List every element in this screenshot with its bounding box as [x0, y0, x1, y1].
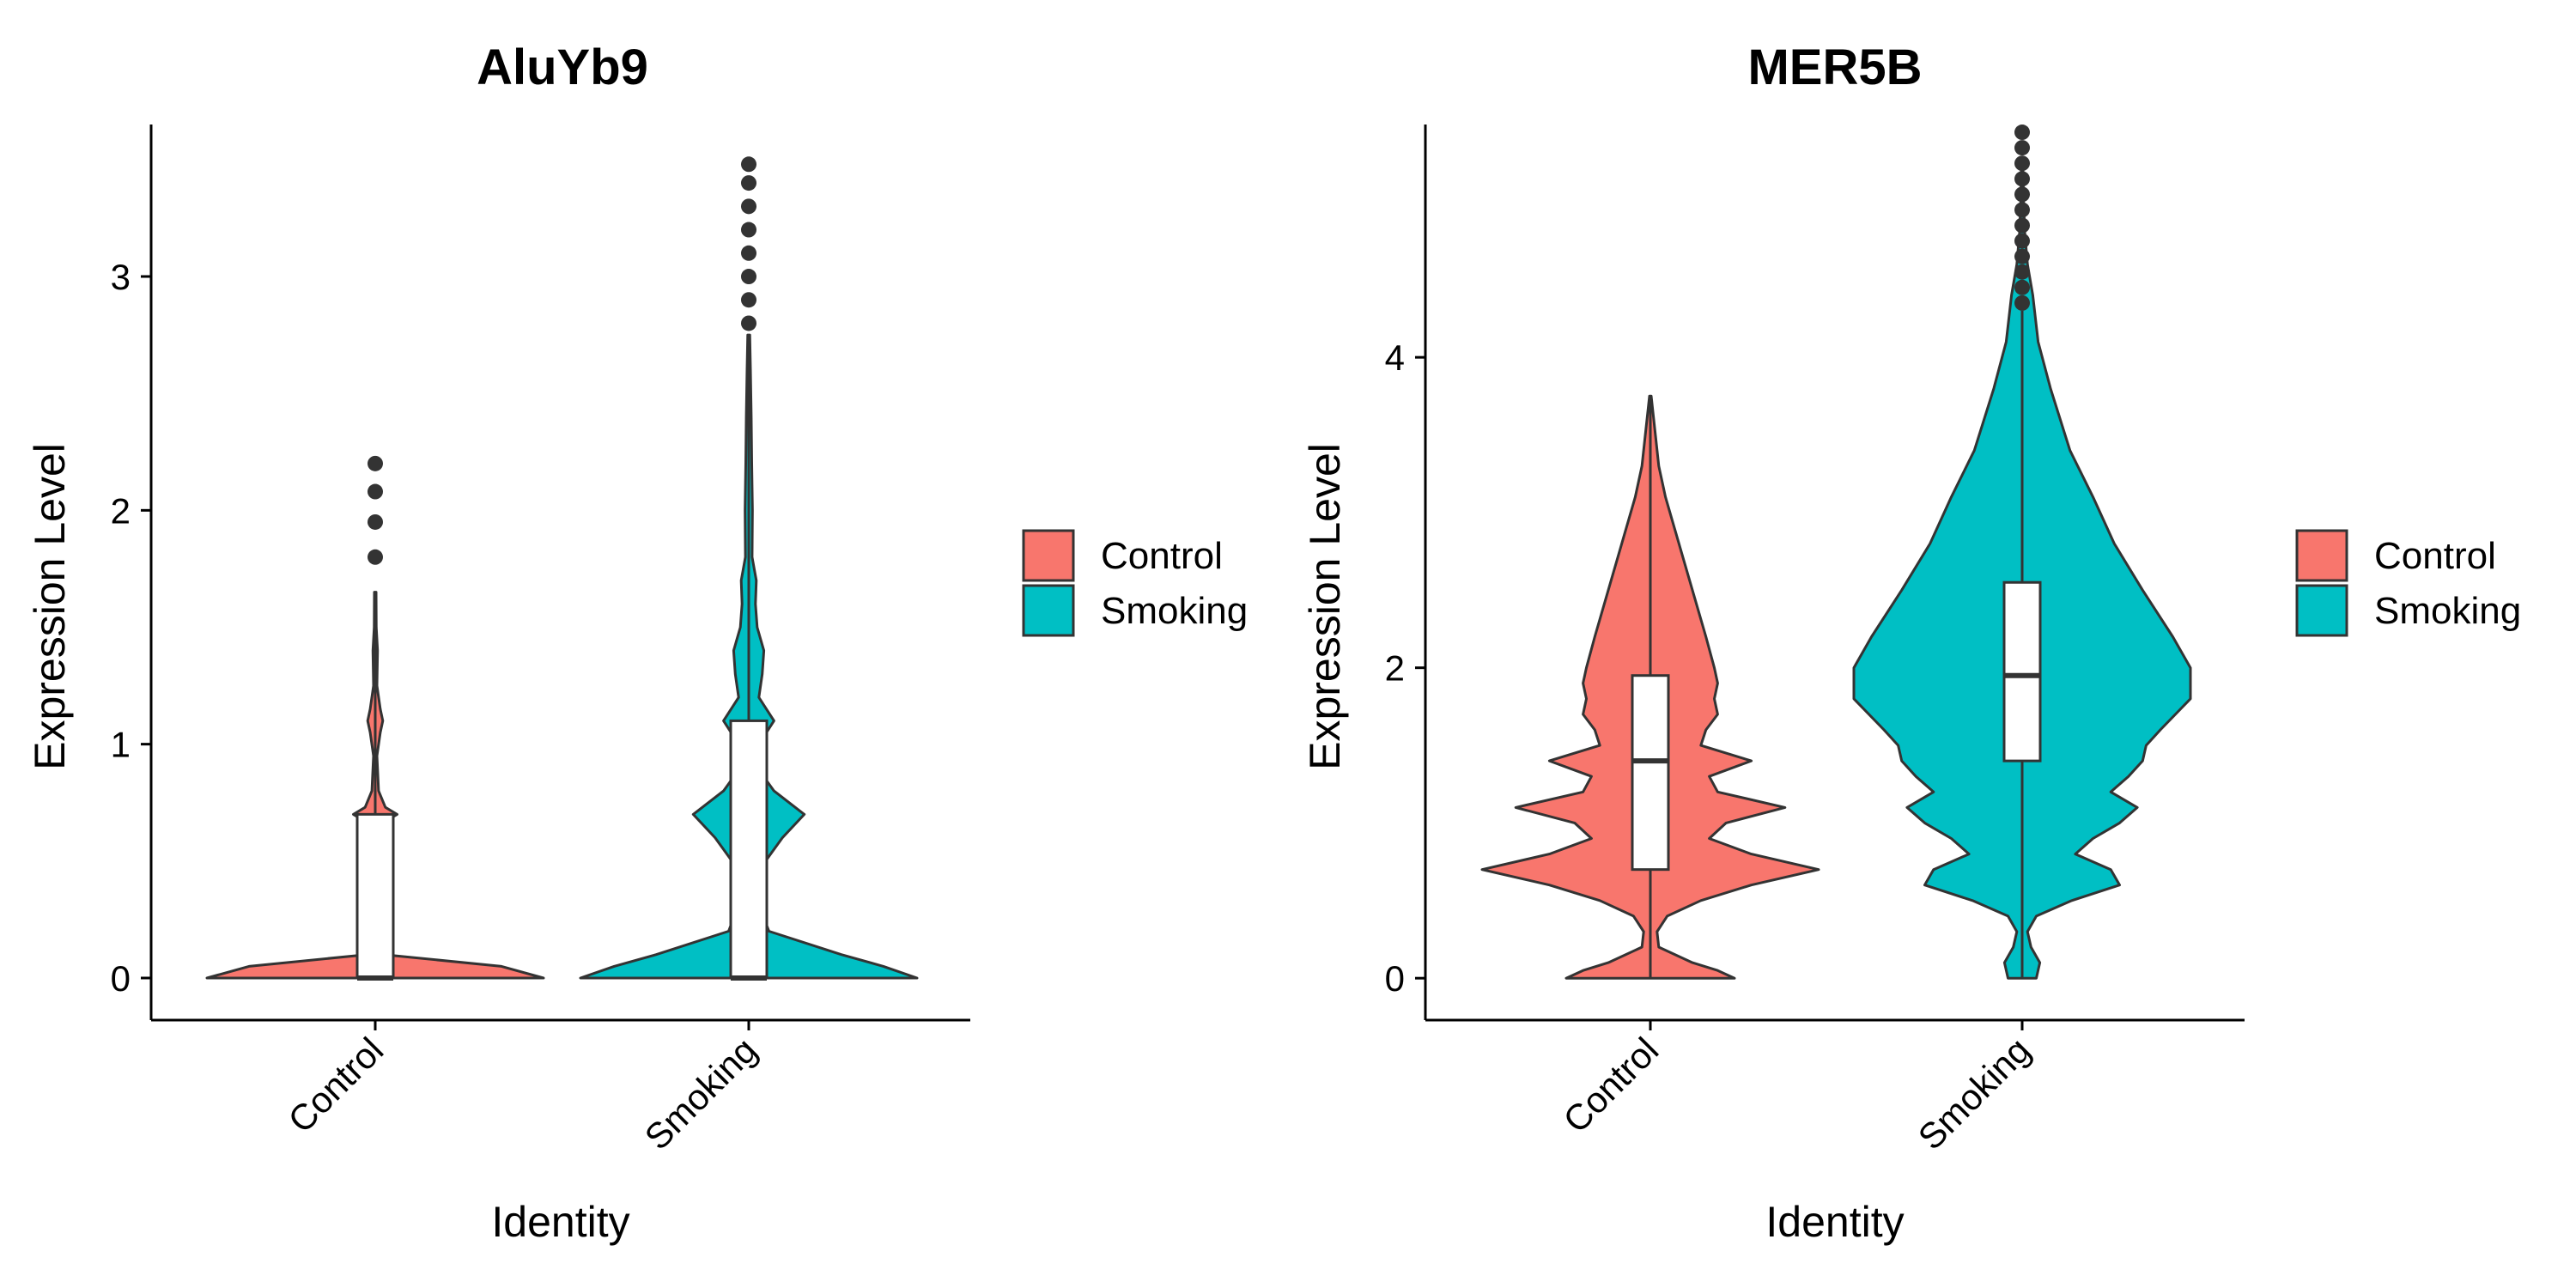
outlier-point [2014, 279, 2030, 295]
legend-label-control: Control [2374, 535, 2496, 577]
outlier-point [368, 549, 383, 565]
outlier-point [2014, 171, 2030, 187]
y-axis-label: Expression Level [26, 443, 74, 770]
box-control [1631, 674, 1670, 872]
x-tick-label-control: Control [1555, 1030, 1666, 1140]
outlier-point [2014, 202, 2030, 218]
outlier-point [741, 175, 756, 191]
chart-title: AluYb9 [477, 39, 648, 95]
outlier-point [2014, 233, 2030, 249]
legend-label-smoking: Smoking [1101, 590, 1248, 632]
legend-key-control [2295, 529, 2348, 582]
y-tick-label: 4 [1385, 337, 1405, 378]
y-tick-label: 0 [111, 958, 131, 999]
legend-label-smoking: Smoking [2374, 590, 2521, 632]
x-tick-label-smoking: Smoking [1911, 1030, 2038, 1157]
legend-key-smoking [1022, 584, 1075, 637]
outlier-point [741, 245, 756, 261]
series-control [1480, 394, 1820, 980]
series-smoking [1852, 125, 2192, 980]
outlier-point [2014, 264, 2030, 280]
series-control [205, 455, 545, 981]
x-tick-label-control: Control [280, 1030, 391, 1140]
legend: Control Smoking [2295, 529, 2521, 637]
y-tick-label: 1 [111, 725, 131, 765]
outlier-point [2014, 125, 2030, 141]
box-smoking [729, 719, 769, 980]
outlier-point [741, 198, 756, 215]
outlier-point [741, 315, 756, 331]
y-tick-label: 3 [111, 257, 131, 297]
chart-title: MER5B [1747, 39, 1922, 95]
outlier-point [741, 292, 756, 308]
outlier-point [741, 156, 756, 173]
outlier-point [2014, 140, 2030, 156]
outlier-point [2014, 217, 2030, 234]
legend-label-control: Control [1101, 535, 1223, 577]
outlier-point [368, 483, 383, 500]
outlier-point [368, 455, 383, 471]
box-control [355, 812, 395, 980]
x-axis-label: Identity [1765, 1198, 1904, 1246]
outlier-point [741, 269, 756, 285]
x-axis-label: Identity [491, 1198, 629, 1246]
legend-key-smoking [2295, 584, 2348, 637]
outlier-point [2014, 155, 2030, 172]
outlier-point [368, 513, 383, 530]
y-tick-label: 2 [111, 490, 131, 531]
box-smoking [2002, 580, 2042, 762]
legend-key-control [1022, 529, 1075, 582]
outlier-point [2014, 186, 2030, 203]
series-smoking [579, 156, 919, 981]
outlier-point [741, 222, 756, 238]
y-tick-label: 0 [1385, 958, 1405, 999]
legend: Control Smoking [1022, 529, 1248, 637]
y-tick-label: 2 [1385, 648, 1405, 689]
x-tick-label-smoking: Smoking [637, 1030, 765, 1157]
outlier-point [2014, 295, 2030, 311]
y-axis-label: Expression Level [1301, 443, 1349, 770]
outlier-point [2014, 248, 2030, 264]
